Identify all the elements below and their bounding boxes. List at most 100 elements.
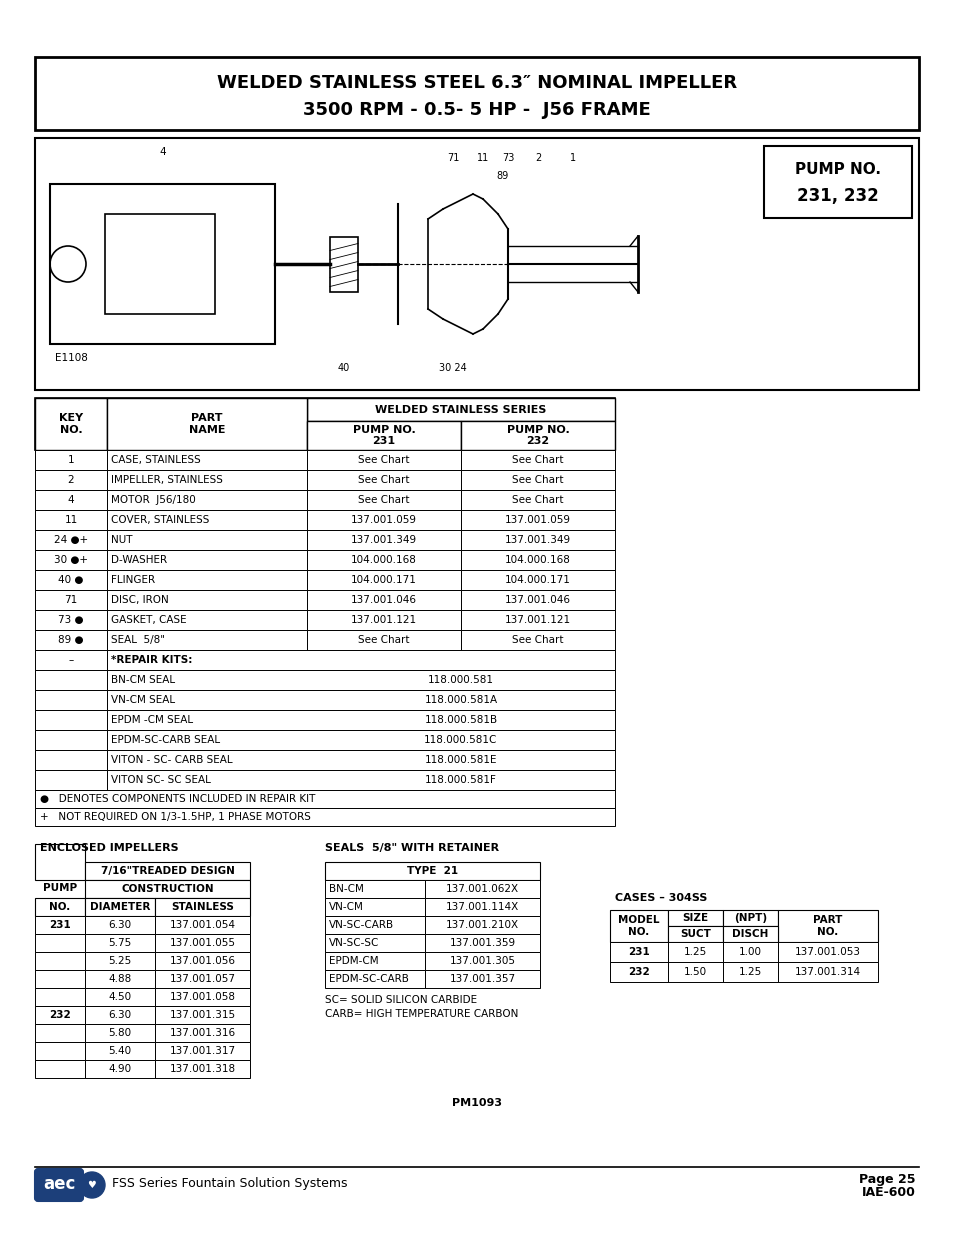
Bar <box>307 571 460 590</box>
Bar <box>722 962 778 982</box>
Bar <box>424 934 539 952</box>
Bar <box>307 610 460 630</box>
Bar <box>35 750 107 769</box>
Bar <box>667 926 722 942</box>
Bar <box>107 530 307 550</box>
Bar <box>35 1042 85 1060</box>
Text: See Chart: See Chart <box>358 635 410 645</box>
Bar <box>460 630 615 650</box>
Bar <box>307 421 460 450</box>
Text: BN-CM: BN-CM <box>329 884 363 894</box>
Bar <box>35 530 107 550</box>
Text: 137.001.059: 137.001.059 <box>351 515 416 525</box>
Text: 11: 11 <box>64 515 77 525</box>
Text: VITON SC- SC SEAL: VITON SC- SC SEAL <box>111 776 211 785</box>
Text: 1.00: 1.00 <box>739 947 761 957</box>
Text: WELDED STAINLESS SERIES: WELDED STAINLESS SERIES <box>375 405 546 415</box>
Bar <box>722 942 778 962</box>
Bar <box>107 630 307 650</box>
Text: 137.001.053: 137.001.053 <box>794 947 861 957</box>
Bar <box>460 450 615 471</box>
Text: 4: 4 <box>68 495 74 505</box>
Bar <box>35 1060 85 1078</box>
Bar <box>307 550 460 571</box>
Bar <box>35 1007 85 1024</box>
Text: 137.001.056: 137.001.056 <box>170 956 235 966</box>
Text: E1108: E1108 <box>55 353 88 363</box>
Bar <box>107 730 615 750</box>
Bar <box>85 969 154 988</box>
Text: D-WASHER: D-WASHER <box>111 555 167 564</box>
Bar <box>154 916 250 934</box>
Text: 40 ●: 40 ● <box>58 576 84 585</box>
Text: COVER, STAINLESS: COVER, STAINLESS <box>111 515 209 525</box>
Bar <box>85 934 154 952</box>
Bar <box>107 710 615 730</box>
Bar <box>154 1060 250 1078</box>
Bar <box>424 969 539 988</box>
Bar <box>35 844 85 881</box>
Text: 232: 232 <box>627 967 649 977</box>
Bar <box>307 398 615 421</box>
Text: PM1093: PM1093 <box>452 1098 501 1108</box>
Text: 104.000.168: 104.000.168 <box>351 555 416 564</box>
Text: MODEL
NO.: MODEL NO. <box>618 915 659 937</box>
Text: VN-SC-SC: VN-SC-SC <box>329 939 379 948</box>
Circle shape <box>79 1172 105 1198</box>
Bar <box>107 450 307 471</box>
Bar <box>722 926 778 942</box>
Bar <box>35 1024 85 1042</box>
Bar <box>107 471 307 490</box>
Text: 137.001.059: 137.001.059 <box>504 515 571 525</box>
Bar <box>85 1007 154 1024</box>
Text: 118.000.581E: 118.000.581E <box>424 755 497 764</box>
Text: (NPT): (NPT) <box>733 913 766 923</box>
Bar <box>35 934 85 952</box>
Text: NUT: NUT <box>111 535 132 545</box>
Text: 71: 71 <box>64 595 77 605</box>
Bar <box>609 942 667 962</box>
Text: 5.75: 5.75 <box>109 939 132 948</box>
Bar <box>460 571 615 590</box>
Bar <box>50 184 274 345</box>
Text: 3500 RPM - 0.5- 5 HP -  J56 FRAME: 3500 RPM - 0.5- 5 HP - J56 FRAME <box>303 100 650 119</box>
Bar <box>154 898 250 916</box>
Bar <box>154 934 250 952</box>
Text: MOTOR  J56/180: MOTOR J56/180 <box>111 495 195 505</box>
Text: 1.50: 1.50 <box>683 967 706 977</box>
Bar <box>35 988 85 1007</box>
Text: 4.50: 4.50 <box>109 992 132 1002</box>
Text: See Chart: See Chart <box>358 454 410 466</box>
Text: SC= SOLID SILICON CARBIDE: SC= SOLID SILICON CARBIDE <box>325 995 476 1005</box>
Bar <box>424 881 539 898</box>
Bar <box>35 969 85 988</box>
Bar <box>325 881 424 898</box>
FancyBboxPatch shape <box>35 1170 83 1200</box>
Text: 231, 232: 231, 232 <box>797 188 878 205</box>
Bar <box>307 530 460 550</box>
Text: 30 24: 30 24 <box>438 363 466 373</box>
Text: 232: 232 <box>49 1010 71 1020</box>
Bar <box>307 590 460 610</box>
Text: 137.001.062X: 137.001.062X <box>445 884 518 894</box>
Text: See Chart: See Chart <box>512 635 563 645</box>
Bar <box>85 988 154 1007</box>
Text: PUMP: PUMP <box>43 883 77 893</box>
Text: 6.30: 6.30 <box>109 1010 132 1020</box>
Text: 30 ●+: 30 ●+ <box>54 555 88 564</box>
Text: CARB= HIGH TEMPERATURE CARBON: CARB= HIGH TEMPERATURE CARBON <box>325 1009 517 1019</box>
Bar <box>667 910 722 926</box>
Bar <box>154 952 250 969</box>
Text: 104.000.168: 104.000.168 <box>504 555 570 564</box>
Bar <box>667 942 722 962</box>
Bar <box>85 1060 154 1078</box>
Bar <box>460 421 615 450</box>
Text: 73: 73 <box>501 153 514 163</box>
Bar <box>35 571 107 590</box>
Bar <box>107 769 615 790</box>
Text: 2: 2 <box>535 153 540 163</box>
Text: PUMP NO.: PUMP NO. <box>794 162 880 177</box>
Bar <box>609 962 667 982</box>
Bar <box>722 910 778 926</box>
Text: PART
NO.: PART NO. <box>813 915 841 937</box>
